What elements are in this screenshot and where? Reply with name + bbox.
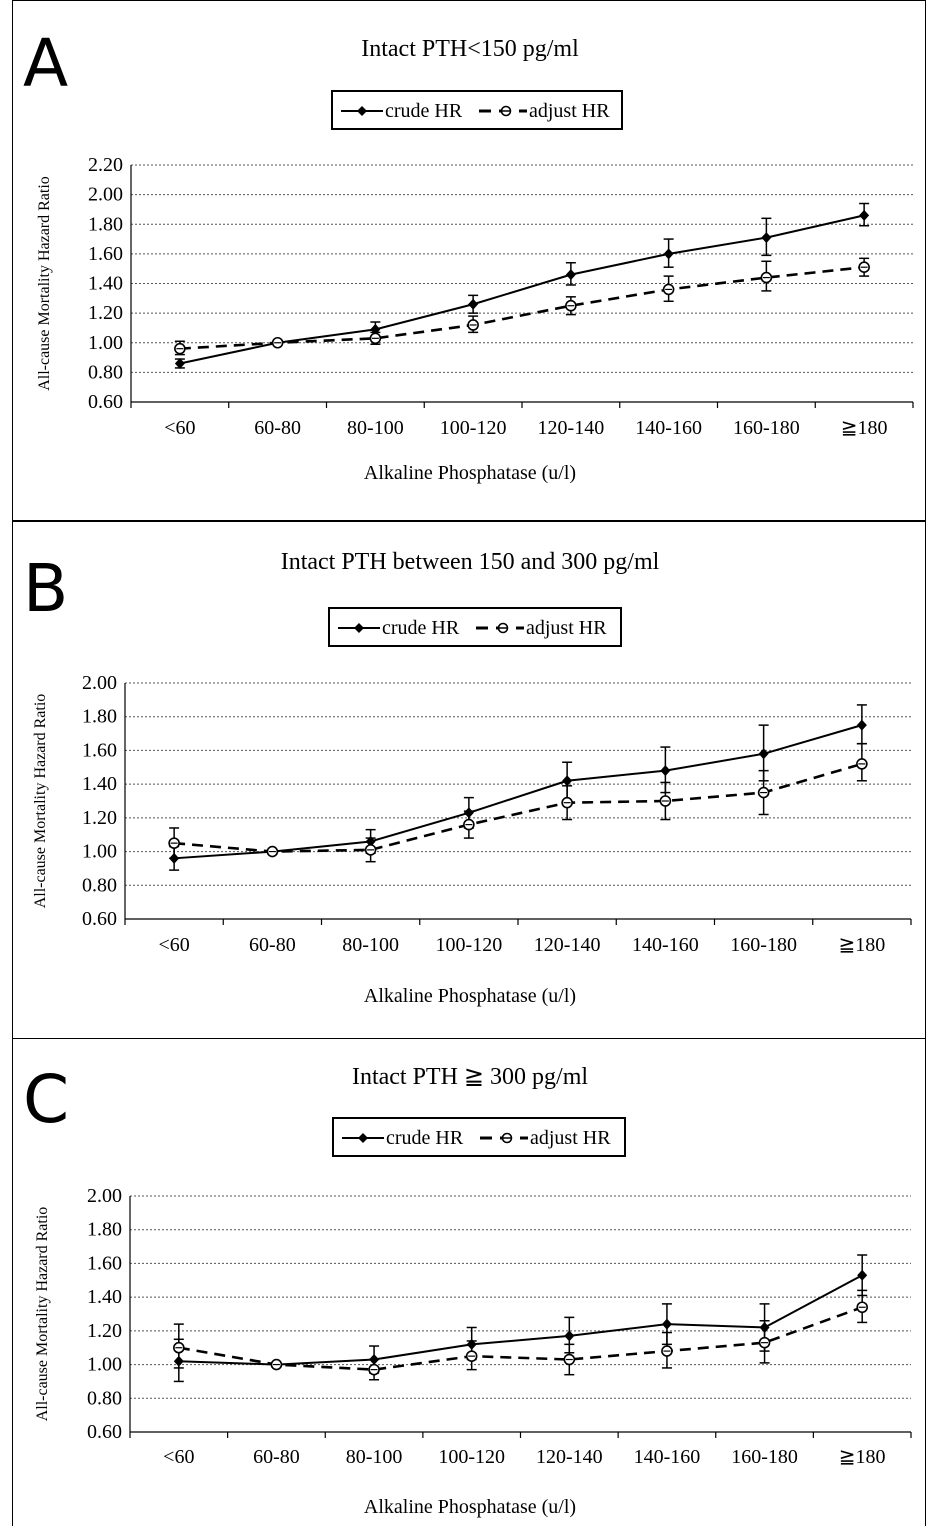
adjust-hr-line — [179, 265, 865, 350]
crude-hr-line — [174, 724, 863, 860]
y-tick-label: 1.00 — [82, 841, 117, 863]
x-tick-label: 120-140 — [536, 1446, 603, 1468]
y-axis-title: All-cause Mortality Hazard Ratio — [36, 176, 53, 391]
plot-area: 0.60 0.80 1.00 1.20 1.40 1.60 1.80 2.00 <60 60-80… — [32, 672, 912, 956]
y-tick-label: 0.60 — [82, 908, 117, 930]
y-tick-label: 1.80 — [82, 706, 117, 728]
crude-hr-point — [761, 232, 772, 244]
y-tick-label: 2.00 — [82, 672, 117, 694]
crude-hr-point — [565, 269, 576, 281]
crude-hr-point — [859, 209, 870, 221]
x-tick-label: 160-180 — [731, 1446, 798, 1468]
y-tick-label: 0.60 — [88, 391, 123, 413]
x-tick-label: 80-100 — [342, 934, 399, 956]
x-axis-title: Alkaline Phosphatase (u/l) — [363, 462, 577, 484]
legend: crude HR adjust HR — [332, 1117, 626, 1157]
crude-hr-point — [857, 1269, 868, 1281]
x-axis-title: Alkaline Phosphatase (u/l) — [363, 1496, 577, 1518]
y-tick-label: 0.80 — [88, 361, 123, 383]
panel-letter: A — [23, 25, 69, 102]
plot-area: 0.60 0.80 1.00 1.20 1.40 1.60 1.80 2.00 <60 60-80… — [34, 1185, 912, 1468]
x-tick-label: 160-180 — [730, 934, 797, 956]
crude-hr-point — [856, 719, 867, 731]
y-tick-label: 1.40 — [82, 773, 117, 795]
x-tick-label: ≧180 — [839, 1446, 886, 1468]
x-tick-label: <60 — [164, 417, 195, 439]
crude-hr-point — [758, 748, 769, 760]
y-tick-label: 0.60 — [87, 1421, 122, 1443]
x-tick-label: 60-80 — [249, 934, 296, 956]
legend-adjust-label: adjust HR — [530, 1127, 611, 1149]
y-axis-title: All-cause Mortality Hazard Ratio — [32, 694, 49, 909]
y-tick-label: 1.20 — [82, 807, 117, 829]
x-tick-label: 140-160 — [635, 417, 702, 439]
legend-swatches — [342, 1132, 528, 1144]
y-tick-label: 1.60 — [88, 243, 123, 265]
x-tick-label: 160-180 — [733, 417, 800, 439]
y-tick-label: 1.20 — [88, 302, 123, 324]
x-tick-label: 100-120 — [440, 417, 507, 439]
y-axis-title: All-cause Mortality Hazard Ratio — [34, 1207, 51, 1422]
y-tick-label: 1.80 — [88, 213, 123, 235]
x-tick-label: 140-160 — [634, 1446, 701, 1468]
panel-letter: C — [23, 1061, 70, 1138]
chart-panel-a: A Intact PTH<150 pg/ml crude HR adjust H… — [12, 0, 926, 522]
legend: crude HR adjust HR — [328, 607, 622, 647]
x-axis-title: Alkaline Phosphatase (u/l) — [363, 985, 577, 1007]
x-tick-label: 140-160 — [632, 934, 699, 956]
crude-hr-point — [564, 1330, 575, 1342]
y-tick-label: 2.00 — [87, 1185, 122, 1207]
legend-crude-label: crude HR — [386, 1127, 464, 1149]
x-tick-label: 80-100 — [346, 1446, 403, 1468]
y-tick-label: 1.00 — [88, 332, 123, 354]
x-tick-label: 120-140 — [538, 417, 605, 439]
chart-panel-c: C Intact PTH ≧ 300 pg/ml crude HR adjust… — [12, 1039, 926, 1526]
crude-hr-line — [179, 214, 865, 365]
chart-title: Intact PTH<150 pg/ml — [361, 36, 579, 62]
chart-panel-b: B Intact PTH between 150 and 300 pg/ml c… — [12, 522, 926, 1039]
y-tick-label: 2.20 — [88, 154, 123, 176]
legend-adjust-label: adjust HR — [526, 617, 607, 639]
y-tick-label: 1.20 — [87, 1320, 122, 1342]
x-tick-label: <60 — [158, 934, 189, 956]
y-tick-label: 1.60 — [82, 739, 117, 761]
chart-title: Intact PTH between 150 and 300 pg/ml — [280, 549, 660, 575]
crude-hr-point — [660, 765, 671, 777]
crude-hr-point — [468, 298, 479, 310]
chart-title: Intact PTH ≧ 300 pg/ml — [351, 1064, 589, 1090]
crude-hr-point — [174, 357, 185, 369]
legend-swatches — [338, 622, 524, 634]
x-tick-label: 60-80 — [254, 417, 301, 439]
y-tick-label: 0.80 — [82, 874, 117, 896]
x-tick-label: 120-140 — [534, 934, 601, 956]
y-tick-label: 1.40 — [87, 1286, 122, 1308]
x-tick-label: ≧180 — [841, 417, 888, 439]
legend-swatches — [341, 105, 527, 117]
x-tick-label: 60-80 — [253, 1446, 300, 1468]
x-tick-label: 100-120 — [438, 1446, 505, 1468]
legend-crude-label: crude HR — [385, 100, 463, 122]
crude-hr-point — [562, 775, 573, 787]
legend-adjust-label: adjust HR — [529, 100, 610, 122]
y-tick-label: 1.80 — [87, 1219, 122, 1241]
plot-area: 0.60 0.80 1.00 1.20 1.40 1.60 1.80 2.00 2.20 <60 6… — [36, 154, 914, 439]
adjust-hr-line — [174, 762, 863, 853]
crude-hr-point — [661, 1318, 672, 1330]
y-tick-label: 2.00 — [88, 184, 123, 206]
x-tick-label: ≧180 — [838, 934, 885, 956]
y-tick-label: 1.40 — [88, 273, 123, 295]
y-tick-label: 0.80 — [87, 1387, 122, 1409]
y-tick-label: 1.00 — [87, 1354, 122, 1376]
x-tick-label: 100-120 — [436, 934, 503, 956]
crude-hr-point — [663, 248, 674, 260]
x-tick-label: 80-100 — [347, 417, 404, 439]
adjust-hr-line — [178, 1306, 863, 1371]
x-tick-label: <60 — [163, 1446, 194, 1468]
y-tick-label: 1.60 — [87, 1252, 122, 1274]
crude-hr-line — [178, 1274, 863, 1366]
panel-letter: B — [23, 550, 69, 627]
legend: crude HR adjust HR — [331, 90, 623, 130]
legend-crude-label: crude HR — [382, 617, 460, 639]
